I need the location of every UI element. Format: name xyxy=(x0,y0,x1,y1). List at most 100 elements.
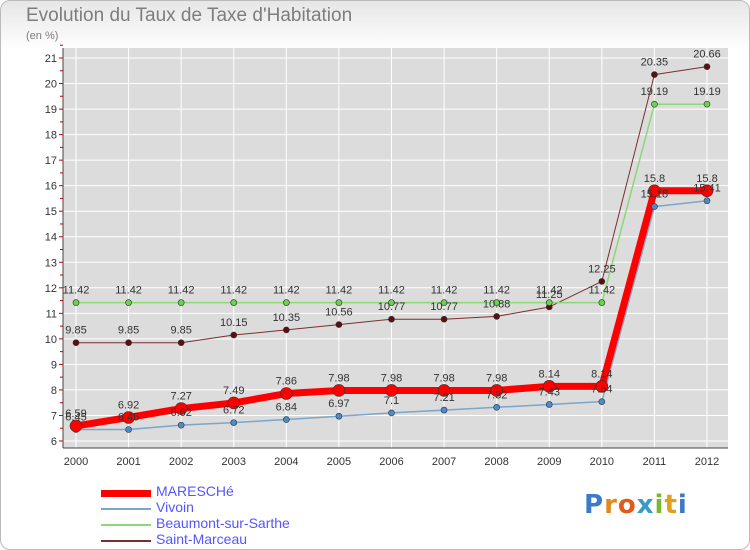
data-label: 11.42 xyxy=(273,285,300,297)
logo-letter: t xyxy=(664,490,678,520)
data-label: 7.27 xyxy=(170,391,191,403)
y-tick-label: 13 xyxy=(45,257,57,269)
legend-item: Beaumont-sur-Sarthe xyxy=(101,515,401,533)
data-label: 15.18 xyxy=(641,189,669,201)
chart-title: Evolution du Taux de Taxe d'Habitation xyxy=(26,5,353,26)
y-tick-label: 10 xyxy=(45,334,57,346)
data-point xyxy=(283,299,290,306)
data-point xyxy=(230,419,238,426)
data-point xyxy=(542,380,556,393)
data-point xyxy=(335,299,343,306)
data-label: 6.45 xyxy=(118,412,139,424)
data-label: 12.25 xyxy=(588,263,616,275)
data-point xyxy=(177,339,185,346)
data-point xyxy=(493,313,500,320)
data-point xyxy=(545,401,553,408)
data-point xyxy=(648,184,661,198)
data-label: 6.62 xyxy=(170,407,191,419)
data-label: 11.42 xyxy=(588,285,615,297)
legend-swatch xyxy=(101,508,151,510)
y-tick-label: 12 xyxy=(45,283,57,295)
data-point xyxy=(651,71,658,78)
data-point xyxy=(651,100,658,108)
legend-swatch xyxy=(101,540,151,542)
data-point xyxy=(72,339,80,346)
data-point xyxy=(545,299,553,306)
y-tick-label: 17 xyxy=(45,155,57,167)
data-point xyxy=(598,278,606,285)
data-label: 7.32 xyxy=(486,389,507,401)
data-point xyxy=(388,315,395,323)
x-tick-label: 2005 xyxy=(327,456,351,468)
data-label: 7.98 xyxy=(381,372,402,384)
legend-label: Vivoin xyxy=(156,499,194,515)
data-label: 7.98 xyxy=(486,372,507,384)
data-point xyxy=(174,402,188,415)
data-point xyxy=(595,380,609,393)
legend-item: Saint-Marceau xyxy=(101,531,401,549)
logo-letter: i xyxy=(654,490,665,520)
data-point xyxy=(493,299,500,306)
data-label: 7.21 xyxy=(433,392,454,404)
data-label: 20.66 xyxy=(693,49,721,61)
x-tick-label: 2008 xyxy=(484,456,508,468)
chart-subtitle: (en %) xyxy=(26,30,59,42)
data-point xyxy=(283,416,290,423)
data-point xyxy=(335,412,343,420)
legend-item: Vivoin xyxy=(101,499,401,517)
data-point xyxy=(230,299,238,306)
data-point xyxy=(332,384,346,397)
proxiti-logo: Proxiti xyxy=(584,490,688,520)
data-label: 19.19 xyxy=(693,86,721,98)
data-point xyxy=(388,409,395,417)
legend-label: Saint-Marceau xyxy=(156,531,248,547)
data-label: 10.35 xyxy=(273,312,301,324)
x-tick-label: 2007 xyxy=(432,456,456,468)
logo-letter: x xyxy=(636,490,655,520)
data-point xyxy=(385,384,398,397)
data-point xyxy=(335,321,343,328)
legend: MARESCHé Vivoin Beaumont-sur-Sarthe Saint-M… xyxy=(101,483,401,549)
data-label: 6.97 xyxy=(328,398,349,410)
data-label: 10.88 xyxy=(483,298,511,310)
y-tick-label: 14 xyxy=(45,232,57,244)
data-point xyxy=(598,398,606,405)
data-label: 11.42 xyxy=(63,285,90,297)
x-tick-label: 2004 xyxy=(274,456,298,468)
y-tick-label: 6 xyxy=(51,436,57,448)
data-label: 11.42 xyxy=(326,285,353,297)
data-point xyxy=(651,203,658,210)
x-tick-label: 2002 xyxy=(169,456,193,468)
data-label: 10.77 xyxy=(378,301,406,313)
data-point xyxy=(703,197,711,205)
x-tick-label: 2009 xyxy=(537,456,561,468)
data-label: 11.42 xyxy=(431,285,458,297)
data-label: 9.85 xyxy=(118,325,139,337)
legend-item: MARESCHé xyxy=(101,483,401,501)
x-tick-label: 2001 xyxy=(116,456,140,468)
data-point xyxy=(440,406,448,414)
data-label: 15.8 xyxy=(644,173,665,185)
data-label: 11.42 xyxy=(536,285,563,297)
y-tick-label: 21 xyxy=(45,53,57,65)
data-label: 11.42 xyxy=(115,285,142,297)
data-label: 20.35 xyxy=(641,57,669,69)
legend-swatch xyxy=(101,489,151,497)
data-label: 7.98 xyxy=(433,372,454,384)
y-tick-label: 7 xyxy=(51,410,57,422)
data-point xyxy=(125,299,132,306)
data-label: 11.42 xyxy=(168,285,195,297)
data-label: 11.42 xyxy=(378,285,405,297)
data-point xyxy=(437,384,451,397)
y-tick-label: 18 xyxy=(45,130,57,142)
x-tick-label: 2006 xyxy=(379,456,403,468)
data-label: 7.98 xyxy=(328,372,349,384)
data-point xyxy=(283,326,290,334)
data-label: 9.85 xyxy=(65,325,86,337)
legend-label: MARESCHé xyxy=(156,483,234,499)
x-tick-label: 2000 xyxy=(64,456,88,468)
data-point xyxy=(703,100,711,108)
data-label: 6.45 xyxy=(65,412,86,424)
